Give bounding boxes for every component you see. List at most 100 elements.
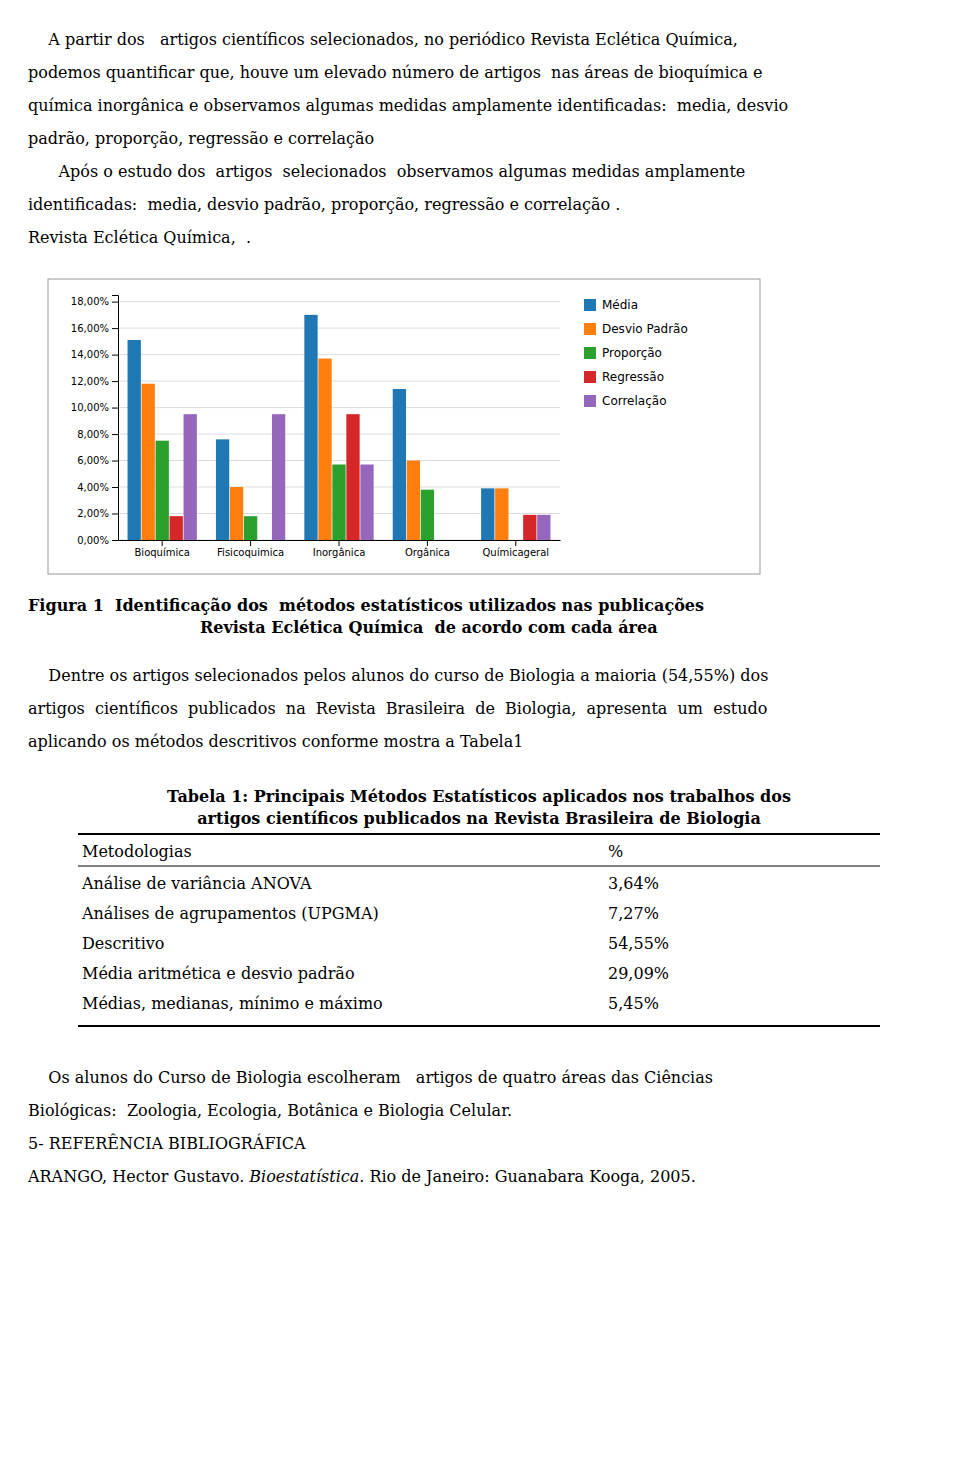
y-axis-line bbox=[112, 296, 119, 541]
x-tick-label: Químicageral bbox=[482, 547, 549, 558]
table-title: Tabela 1: Principais Métodos Estatístico… bbox=[167, 787, 791, 806]
x-tick-mark bbox=[515, 540, 516, 546]
y-tick: 4,00% bbox=[77, 482, 118, 493]
bars bbox=[128, 315, 551, 540]
table-cell: 3,64% bbox=[608, 874, 659, 893]
bar-series bbox=[142, 359, 509, 540]
y-tick-mark bbox=[112, 461, 118, 462]
bar bbox=[170, 516, 183, 540]
paragraph-line: Dentre os artigos selecionados pelos alu… bbox=[28, 666, 768, 685]
table-rule bbox=[78, 865, 880, 866]
bar bbox=[156, 441, 169, 540]
chart-subtitle: Revista Eclética Química de acordo com c… bbox=[200, 618, 658, 637]
bar bbox=[495, 488, 508, 540]
y-axis: 0,00% 2,00% 4,00% 6,00% 8,00% 10,00% 12,00% 14,… bbox=[71, 296, 119, 546]
y-tick: 12,00% bbox=[71, 376, 118, 387]
table-cell: 7,27% bbox=[608, 904, 659, 923]
reference-part: . Rio de Janeiro: Guanabara Kooga, 2005. bbox=[359, 1167, 696, 1186]
x-tick-label: Orgânica bbox=[405, 547, 450, 558]
table-rule bbox=[78, 1025, 880, 1027]
x-tick-mark bbox=[427, 540, 428, 546]
chart-frame bbox=[48, 279, 760, 574]
paragraph-line: 5- REFERÊNCIA BIBLIOGRÁFICA bbox=[28, 1133, 306, 1153]
legend-swatch bbox=[584, 323, 596, 335]
table-cell: 29,09% bbox=[608, 964, 669, 983]
y-tick-mark bbox=[112, 514, 118, 515]
grid-line bbox=[118, 301, 560, 302]
bar-series bbox=[128, 315, 495, 540]
x-tick-label: Fisicoquimica bbox=[217, 547, 284, 558]
x-tick: Químicageral bbox=[482, 540, 549, 558]
y-tick-label: 14,00% bbox=[71, 349, 109, 360]
bar bbox=[272, 414, 285, 540]
table-cell: 5,45% bbox=[608, 994, 659, 1013]
y-tick-label: 0,00% bbox=[77, 535, 109, 546]
bar bbox=[421, 490, 434, 540]
x-tick: Orgânica bbox=[405, 540, 450, 558]
y-tick-label: 2,00% bbox=[77, 508, 109, 519]
legend: MédiaDesvio PadrãoProporçãoRegressãoCorr… bbox=[584, 298, 688, 408]
paragraph-line: Os alunos do Curso de Biologia escolhera… bbox=[28, 1068, 713, 1087]
legend-swatch bbox=[584, 299, 596, 311]
y-tick-label: 6,00% bbox=[77, 455, 109, 466]
legend-swatch bbox=[584, 371, 596, 383]
legend-item: Desvio Padrão bbox=[584, 322, 688, 336]
y-tick: 6,00% bbox=[77, 455, 118, 466]
x-axis: BioquímicaFisicoquimicaInorgânicaOrgânic… bbox=[119, 540, 561, 558]
legend-label: Correlação bbox=[602, 394, 666, 408]
y-tick-mark bbox=[112, 434, 118, 435]
bar bbox=[360, 465, 373, 540]
table-header: Metodologias bbox=[82, 842, 192, 861]
table-cell: Médias, medianas, mínimo e máximo bbox=[82, 994, 383, 1013]
legend-item: Proporção bbox=[584, 346, 662, 360]
bar-series bbox=[156, 441, 435, 540]
table-header: % bbox=[608, 842, 623, 861]
y-tick: 14,00% bbox=[71, 349, 118, 360]
grid bbox=[118, 302, 560, 540]
paragraph-line: Biológicas: Zoologia, Ecologia, Botânica… bbox=[28, 1101, 512, 1120]
grid-line bbox=[118, 328, 560, 329]
grid-line bbox=[118, 407, 560, 408]
legend-label: Proporção bbox=[602, 346, 662, 360]
legend-swatch bbox=[584, 395, 596, 407]
paragraph-line: artigos científicos publicados na Revist… bbox=[28, 699, 767, 718]
bar-series bbox=[170, 414, 537, 540]
legend-label: Desvio Padrão bbox=[602, 322, 688, 336]
paragraph-line: química inorgânica e observamos algumas … bbox=[28, 96, 788, 115]
legend-swatch bbox=[584, 347, 596, 359]
bar-series bbox=[184, 414, 551, 540]
paragraph-line: podemos quantificar que, houve um elevad… bbox=[28, 63, 763, 82]
x-tick-label: Inorgânica bbox=[313, 547, 366, 558]
x-tick: Fisicoquimica bbox=[217, 540, 284, 558]
paragraph-line: padrão, proporção, regressão e correlaçã… bbox=[28, 129, 374, 148]
paragraph-line: A partir dos artigos científicos selecio… bbox=[28, 30, 738, 49]
x-tick-mark bbox=[250, 540, 251, 546]
bar bbox=[318, 359, 331, 540]
y-tick: 10,00% bbox=[71, 402, 118, 413]
table-cell: Análises de agrupamentos (UPGMA) bbox=[81, 904, 379, 923]
paragraph-line: Revista Eclética Química, . bbox=[28, 228, 251, 247]
y-tick-label: 18,00% bbox=[71, 296, 109, 307]
paragraph-line: aplicando os métodos descritivos conform… bbox=[28, 732, 523, 751]
table-cell: 54,55% bbox=[608, 934, 669, 953]
page: A partir dos artigos científicos selecio… bbox=[0, 0, 960, 1462]
reference-part: ARANGO, Hector Gustavo. bbox=[27, 1167, 249, 1186]
y-tick-mark bbox=[112, 408, 118, 409]
bar bbox=[481, 488, 494, 540]
x-tick: Inorgânica bbox=[313, 540, 366, 558]
bar bbox=[216, 439, 229, 540]
legend-item: Correlação bbox=[584, 394, 666, 408]
y-tick-mark bbox=[112, 381, 118, 382]
bar bbox=[258, 540, 271, 541]
legend-label: Regressão bbox=[602, 370, 664, 384]
y-tick: 8,00% bbox=[77, 429, 118, 440]
paragraph-line: identificadas: media, desvio padrão, pro… bbox=[28, 195, 620, 214]
reference-line: ARANGO, Hector Gustavo. Bioestatística. … bbox=[27, 1167, 696, 1186]
reference-part: Bioestatística bbox=[248, 1167, 359, 1186]
bar bbox=[244, 516, 257, 540]
y-tick: 2,00% bbox=[77, 508, 118, 519]
legend-item: Regressão bbox=[584, 370, 664, 384]
y-tick-label: 16,00% bbox=[71, 323, 109, 334]
y-tick-mark bbox=[112, 302, 118, 303]
bar bbox=[332, 465, 345, 540]
